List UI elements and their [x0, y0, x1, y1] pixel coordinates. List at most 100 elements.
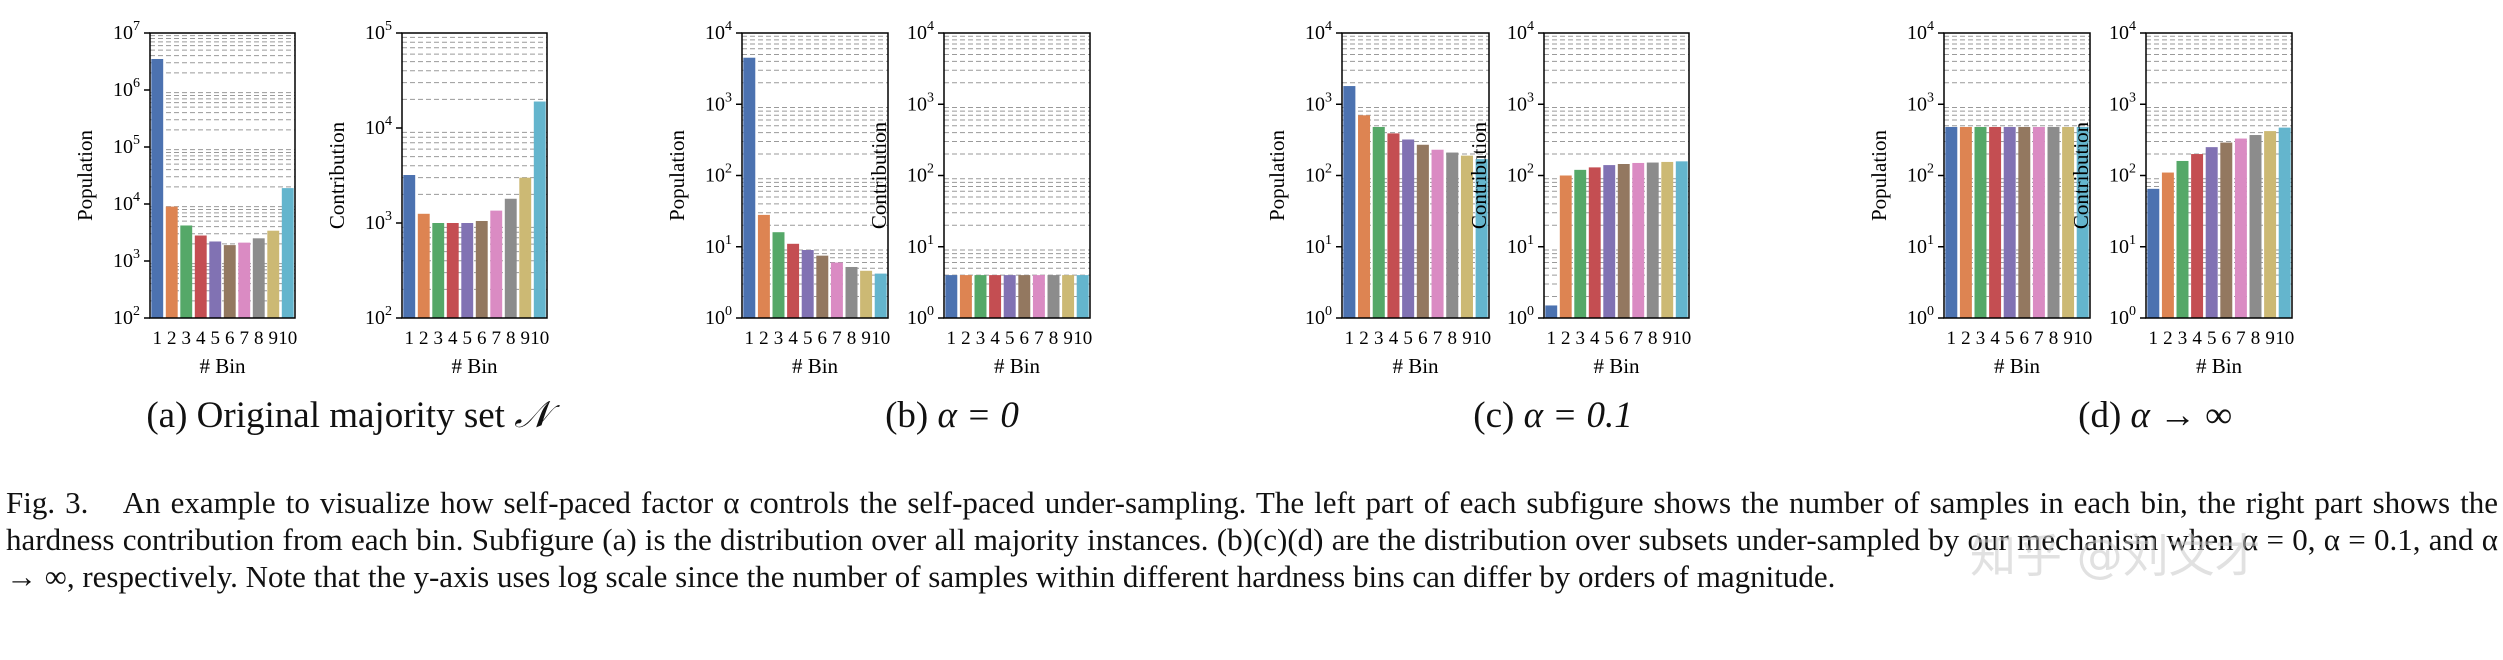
x-tick-label: 3: [182, 328, 192, 349]
x-tick-label: 4: [1389, 328, 1399, 349]
y-tick-label: 103: [1507, 90, 1534, 115]
x-tick-label: 7: [2236, 328, 2246, 349]
bar-bin-10: [2278, 127, 2291, 318]
x-tick-label: 3: [774, 328, 784, 349]
bar-bin-5: [2205, 147, 2218, 318]
bar-bin-4: [2191, 154, 2204, 318]
bar-bin-8: [1047, 275, 1060, 318]
bar-bin-4: [989, 275, 1002, 318]
bar-bin-7: [1632, 162, 1645, 318]
y-tick-label: 101: [2109, 233, 2136, 258]
x-tick-label: 10: [2073, 328, 2092, 349]
x-tick-label: 3: [1576, 328, 1586, 349]
bar-bin-2: [2161, 172, 2174, 318]
panel-d-left: 100 101 102 103 104 1 2 3 4 5 6 7 8 9 10 # Bin Populatio…: [1867, 19, 2092, 378]
bar-bin-1: [945, 275, 958, 318]
bar-bin-7: [1032, 275, 1045, 318]
x-tick-label: 6: [1418, 328, 1428, 349]
x-tick-label: 7: [832, 328, 842, 349]
x-tick-label: 4: [1990, 328, 2000, 349]
x-tick-label: 6: [2222, 328, 2232, 349]
y-tick-label: 102: [705, 162, 732, 187]
y-tick-label: 101: [1305, 233, 1332, 258]
x-tick-label: 1: [405, 328, 415, 349]
bar-bin-4: [1588, 167, 1601, 318]
x-tick-label: 2: [1561, 328, 1571, 349]
x-tick-label: 1: [947, 328, 957, 349]
plot-frame: [1543, 32, 1690, 319]
bar-bin-6: [2220, 142, 2233, 318]
y-axis-label: Population: [73, 130, 97, 222]
x-tick-label: 6: [477, 328, 487, 349]
y-tick-label: 104: [1907, 19, 1934, 44]
plot-frame: [1341, 32, 1490, 319]
y-tick-label: 102: [907, 162, 934, 187]
y-tick-label: 104: [1305, 19, 1332, 44]
y-axis-label: Population: [1867, 130, 1891, 222]
y-tick-label: 102: [2109, 162, 2136, 187]
bar-bin-3: [1574, 169, 1587, 318]
x-tick-label: 5: [463, 328, 473, 349]
bar-bin-7: [2234, 138, 2247, 318]
x-tick-label: 9: [1663, 328, 1673, 349]
panel-c-left: 100 101 102 103 104 1 2 3 4 5 6 7 8 9 10 # Bin Populatio…: [1265, 19, 1491, 378]
x-tick-label: 8: [254, 328, 264, 349]
panel-a-right: 102 103 104 105 1 2 3 4 5 6 7 8 9 10 # Bin Contribution: [325, 19, 549, 378]
bar-bin-1: [403, 175, 416, 318]
bar-bin-6: [1018, 275, 1031, 318]
x-axis-label: # Bin: [1994, 354, 2041, 378]
x-tick-label: 5: [1605, 328, 1615, 349]
x-tick-label: 2: [1961, 328, 1971, 349]
bar-bin-9: [1661, 161, 1674, 318]
y-tick-label: 100: [1907, 304, 1934, 329]
x-tick-label: 6: [225, 328, 235, 349]
y-tick-label: 104: [907, 19, 934, 44]
y-tick-label: 100: [1507, 304, 1534, 329]
x-tick-label: 8: [1049, 328, 1059, 349]
y-tick-label: 105: [113, 133, 140, 158]
x-tick-label: 4: [788, 328, 798, 349]
y-tick-label: 100: [705, 304, 732, 329]
x-tick-label: 2: [759, 328, 769, 349]
y-tick-label: 101: [1507, 233, 1534, 258]
x-tick-label: 8: [506, 328, 516, 349]
x-tick-label: 7: [1634, 328, 1644, 349]
x-tick-label: 9: [2265, 328, 2275, 349]
y-tick-label: 100: [1305, 304, 1332, 329]
bar-bin-10: [1076, 275, 1089, 318]
caption-lead: Fig. 3.: [6, 485, 89, 520]
y-tick-label: 103: [1907, 90, 1934, 115]
bar-bin-8: [2047, 126, 2060, 318]
y-axis-label: Contribution: [867, 121, 891, 229]
x-tick-label: 2: [2163, 328, 2173, 349]
y-tick-label: 105: [365, 19, 392, 44]
x-tick-label: 9: [1462, 328, 1472, 349]
y-tick-label: 100: [2109, 304, 2136, 329]
bar-bin-7: [490, 210, 503, 318]
bar-bin-3: [432, 223, 445, 318]
bar-bin-1: [151, 58, 164, 318]
bar-bin-1: [1945, 126, 1958, 318]
bar-bin-2: [1358, 115, 1371, 318]
y-tick-label: 100: [907, 304, 934, 329]
bar-bin-9: [860, 270, 873, 318]
x-tick-label: 8: [2049, 328, 2059, 349]
x-tick-label: 10: [2275, 328, 2294, 349]
x-tick-label: 8: [1648, 328, 1658, 349]
y-axis-label: Contribution: [325, 121, 349, 229]
y-tick-label: 103: [907, 90, 934, 115]
x-tick-label: 3: [976, 328, 986, 349]
bar-bin-8: [845, 266, 858, 318]
x-tick-label: 5: [1403, 328, 1413, 349]
x-axis-label: # Bin: [2196, 354, 2243, 378]
bar-bin-6: [1617, 164, 1630, 318]
bar-bin-5: [1603, 165, 1616, 318]
bar-bin-7: [2032, 126, 2045, 318]
x-tick-label: 5: [1005, 328, 1015, 349]
bar-bin-2: [959, 275, 972, 318]
y-tick-label: 101: [907, 233, 934, 258]
bar-bin-1: [743, 57, 756, 318]
bar-bin-4: [1387, 133, 1400, 318]
